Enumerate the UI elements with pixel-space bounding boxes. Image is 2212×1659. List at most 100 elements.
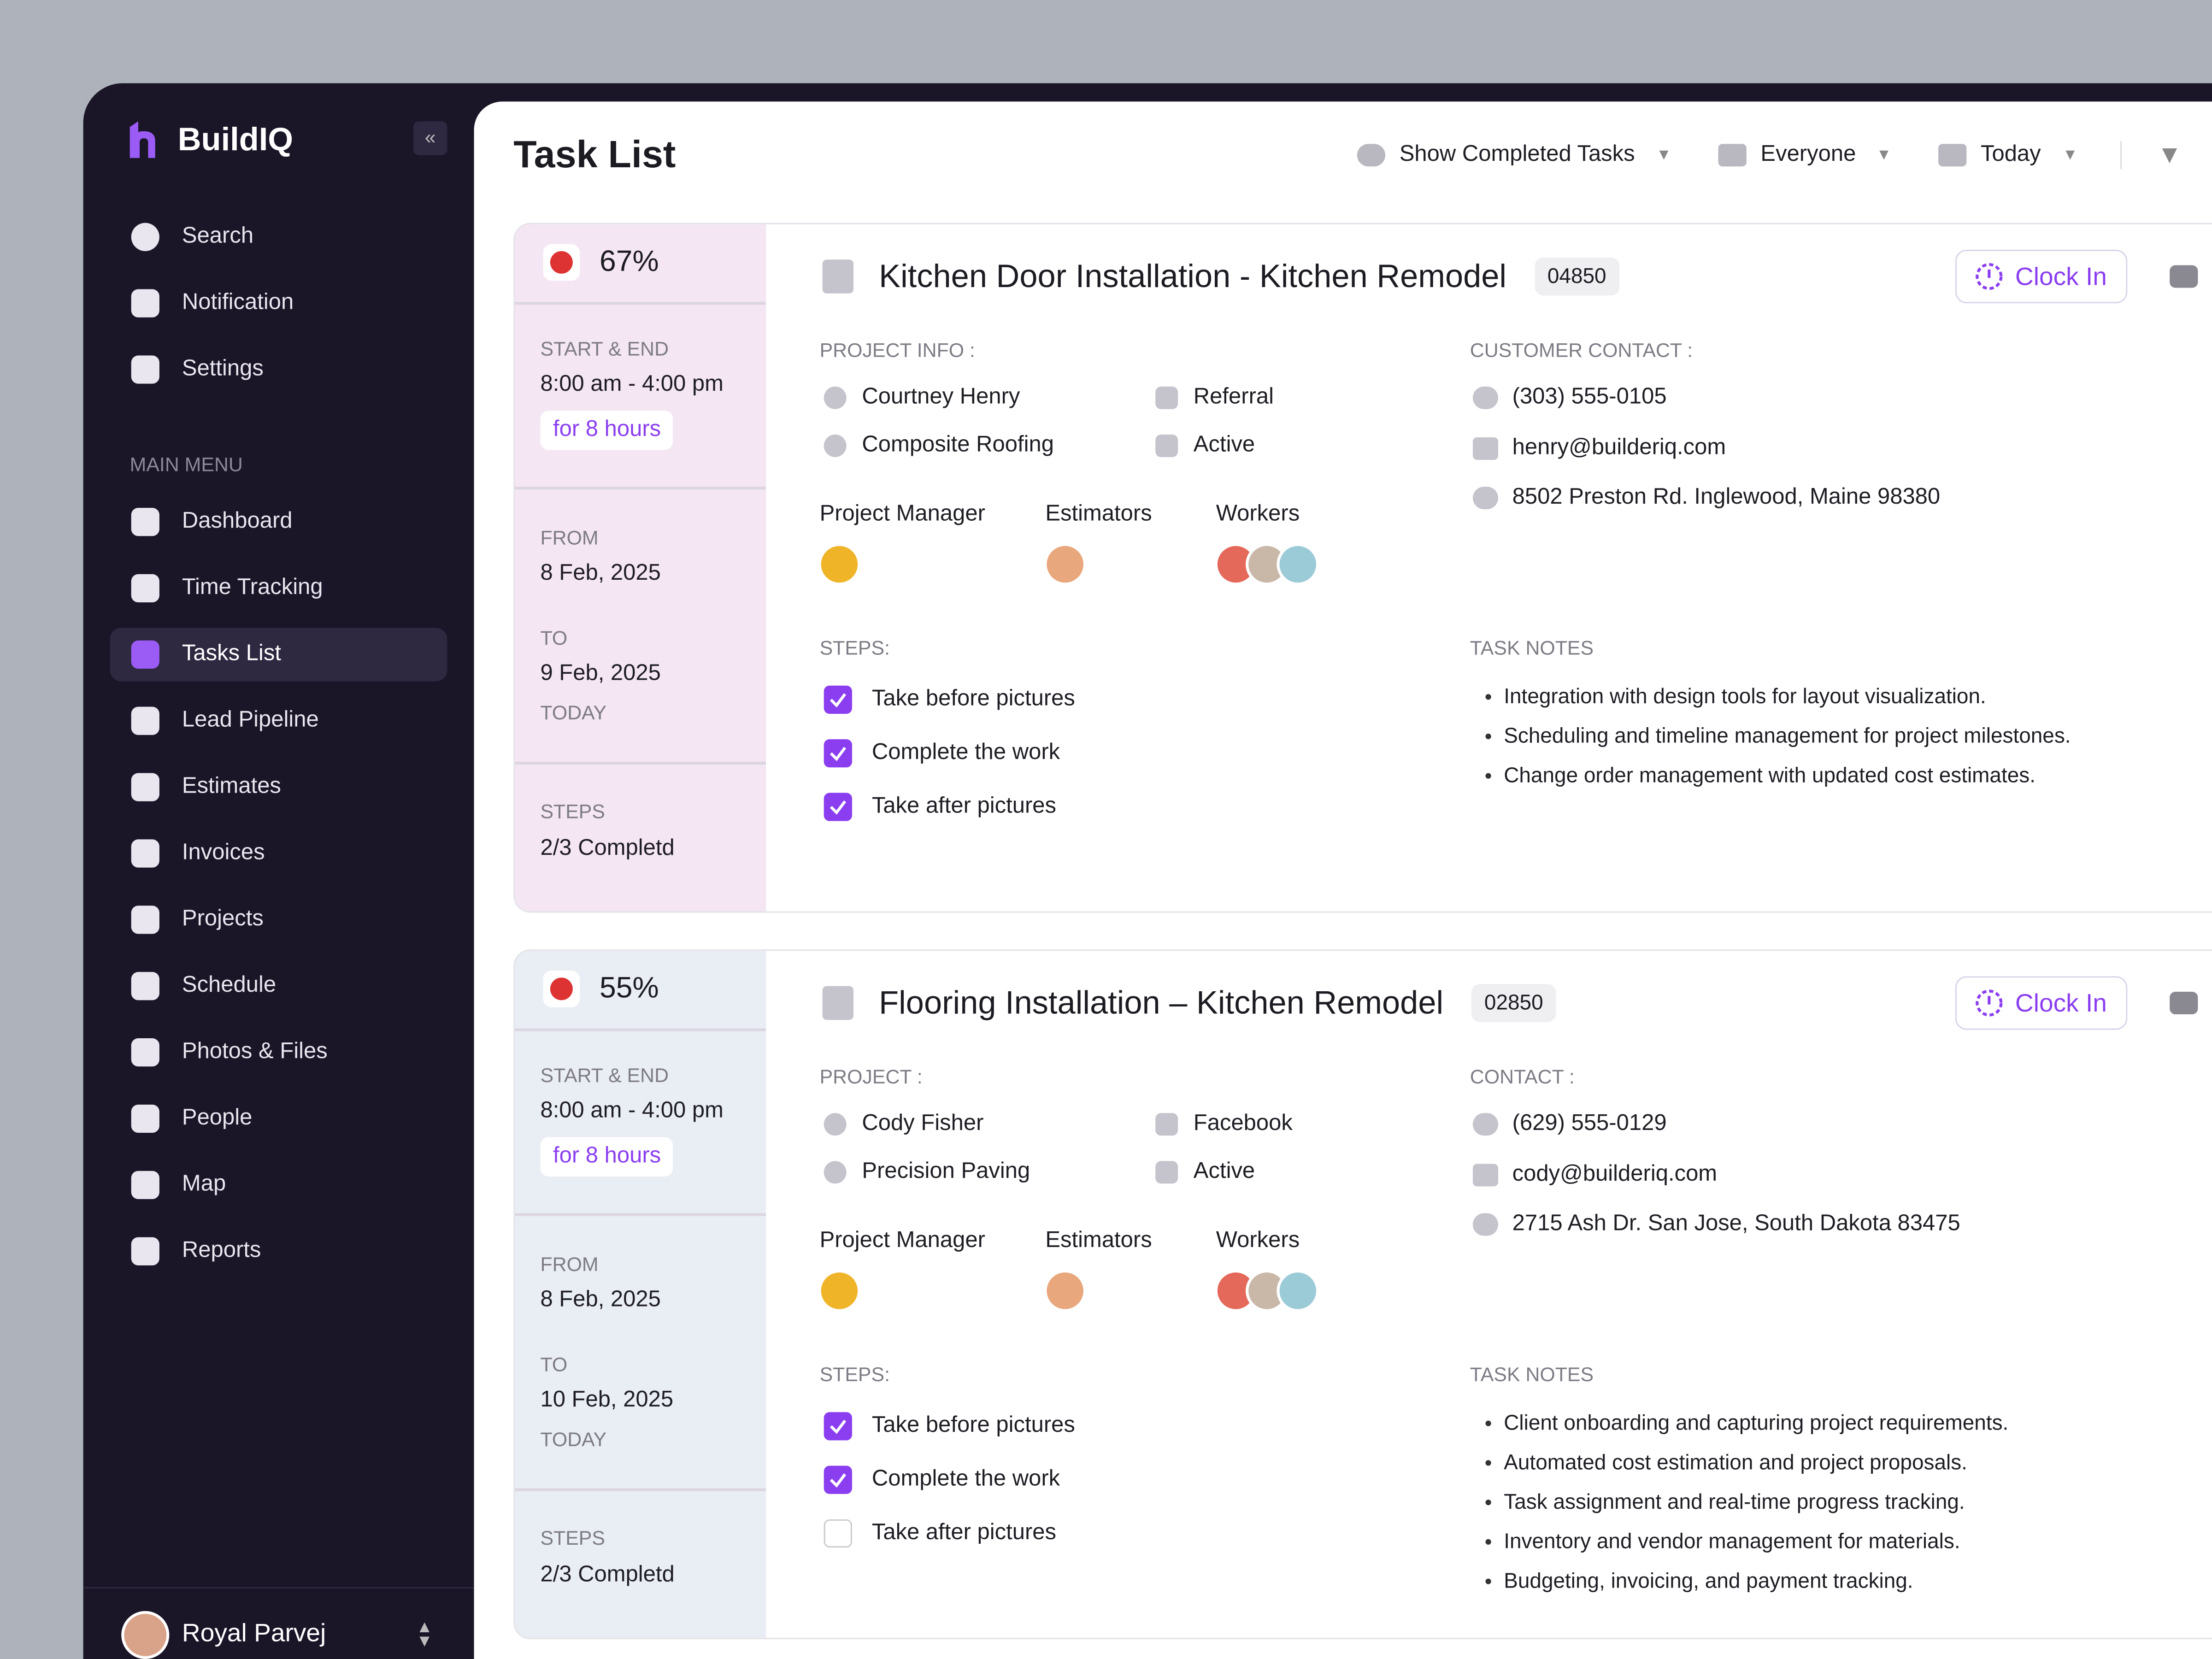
clock-in-button[interactable]: Clock In [1955,976,2128,1030]
icon [1357,144,1386,167]
contact-field: (303) 555-0105 [1512,385,1667,409]
checkbox[interactable] [824,1519,852,1548]
checkbox[interactable] [824,739,852,768]
icon [131,289,159,318]
icon [1472,1113,1499,1136]
icon [822,259,854,294]
checkbox[interactable] [824,685,852,714]
icon [824,1161,847,1184]
avatar [818,543,861,586]
label: STEPS [540,800,605,823]
team-label: Estimators [1045,502,1152,526]
icon [1155,386,1178,409]
filter[interactable]: Today [1980,142,2041,167]
avatar [818,1270,861,1312]
note: Scheduling and timeline management for p… [1504,724,2071,748]
checkbox[interactable] [824,793,852,821]
checkbox[interactable] [824,1412,852,1441]
section-label: STEPS: [819,1363,890,1386]
checkbox[interactable] [824,1465,852,1494]
bullet [1485,694,1491,700]
filter[interactable]: Everyone [1760,142,1856,167]
icon [131,706,159,735]
menu-item[interactable]: Time Tracking [182,575,323,600]
clock-in-button[interactable]: Clock In [1955,249,2128,304]
menu-item[interactable]: Invoices [182,841,265,865]
menu-item[interactable]: Schedule [182,973,276,998]
label: TO [540,626,568,649]
project-field: Composite Roofing [862,433,1054,457]
date: 10 Feb, 2025 [540,1388,674,1412]
step: Complete the work [871,1467,1060,1491]
clock-in-label[interactable]: Clock In [2015,261,2107,290]
note: Inventory and vendor management for mate… [1504,1530,1960,1554]
icon [131,508,159,536]
task-side-panel: 67% START & END 8:00 am - 4:00 pm for 8 hou… [515,224,766,912]
clock-in-label[interactable]: Clock In [2015,988,2107,1017]
menu-item[interactable]: Tasks List [182,641,281,666]
label: STEPS [540,1526,605,1549]
time: 8:00 am - 4:00 pm [540,1099,724,1123]
user-name[interactable]: Royal Parvej [182,1618,326,1647]
menu-item[interactable]: Search [182,224,254,248]
caret: ▼ [1656,147,1672,164]
note: Automated cost estimation and project pr… [1504,1451,1967,1475]
menu-item[interactable]: Map [182,1172,226,1196]
icon [1718,144,1747,167]
date: 8 Feb, 2025 [540,561,661,586]
task-title: Flooring Installation – Kitchen Remodel [879,984,1444,1021]
collapse-button[interactable]: « [413,121,447,155]
step: Take before pictures [871,1413,1075,1438]
icon [824,1113,847,1136]
icon [1155,1161,1178,1184]
project-field: Referral [1193,385,1274,409]
bullet [1485,733,1491,740]
user-toggle[interactable]: ▲ ▼ [416,1617,433,1651]
bullet [1485,1539,1491,1545]
separator [515,302,766,304]
menu-item[interactable]: Projects [182,907,264,931]
bullet [1485,1500,1491,1506]
steps-summary: 2/3 Completd [540,1563,675,1587]
separator [515,762,766,764]
date: 9 Feb, 2025 [540,661,661,686]
bullet [1485,773,1491,779]
menu-item[interactable]: Lead Pipeline [182,708,319,732]
project-field: Facebook [1193,1112,1293,1136]
separator [515,1028,766,1031]
active-highlight [110,628,447,682]
menu-item[interactable]: People [182,1106,253,1130]
brand: BuildIQ [177,120,294,158]
note: Budgeting, invoicing, and payment tracki… [1504,1569,1913,1594]
step: Take after pictures [871,794,1057,818]
filter[interactable]: Show Completed Tasks [1399,142,1635,167]
team-label: Workers [1216,1229,1300,1253]
project-field: Active [1193,1159,1255,1184]
menu-item[interactable]: Estimates [182,774,281,799]
menu-item[interactable]: Reports [182,1238,261,1263]
contact-field: cody@builderiq.com [1512,1162,1718,1187]
divider [83,1587,474,1588]
section-label: PROJECT : [819,1065,923,1088]
menu-item[interactable]: Dashboard [182,509,293,534]
menu-item[interactable]: Notification [182,290,294,315]
icon [1938,144,1967,167]
avatar [1044,1270,1087,1312]
icon [131,574,159,603]
progress: 55% [600,972,659,1005]
task-card: 67% START & END 8:00 am - 4:00 pm for 8 hou… [513,223,2212,913]
section-label: CONTACT : [1470,1065,1575,1088]
contact-field: henry@builderiq.com [1512,435,1726,460]
menu-item[interactable]: Photos & Files [182,1040,328,1064]
filter-button[interactable]: ▼ [2157,140,2183,169]
contact-field: 8502 Preston Rd. Inglewood, Maine 98380 [1512,485,1941,510]
time: 8:00 am - 4:00 pm [540,372,724,397]
label: TO [540,1353,568,1376]
caret: ▼ [1876,147,1892,164]
note: Client onboarding and capturing project … [1504,1411,2009,1435]
steps-summary: 2/3 Completd [540,836,675,861]
icon [131,640,159,669]
menu-item[interactable]: Settings [182,357,264,381]
icon [2170,265,2198,288]
